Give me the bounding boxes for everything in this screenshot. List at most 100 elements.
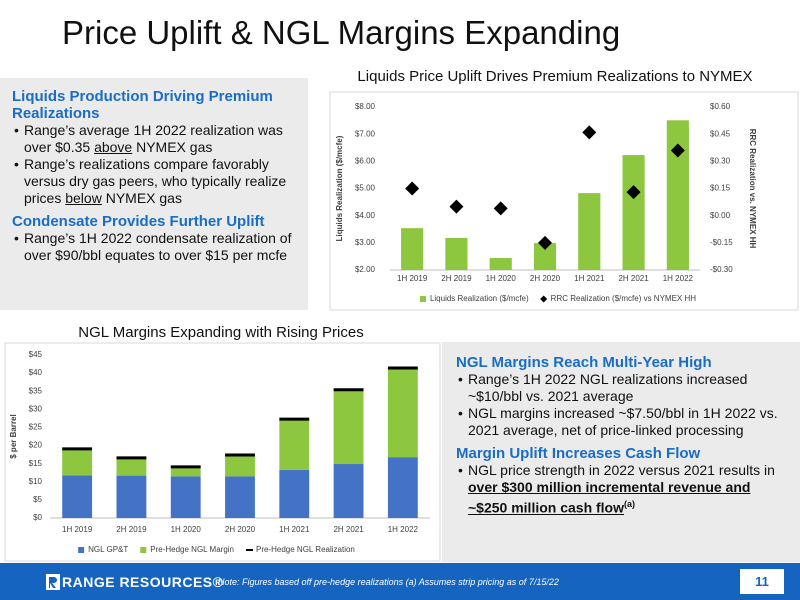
y2-axis-label: RRC Realization vs. NYMEX HH [748,129,757,249]
bullet-text: (a) [624,499,636,509]
legend-swatch [419,296,426,302]
bar [225,476,255,518]
x-tick-label: 2H 2020 [530,274,561,283]
legend-item: Pre-Hedge NGL Margin [140,545,234,554]
x-tick-label: 1H 2021 [279,525,310,534]
diamond-marker [582,125,597,140]
x-tick-label: 1H 2019 [397,274,428,283]
bar [387,457,418,518]
bullet-text: NGL price strength in 2022 versus 2021 r… [468,462,775,478]
bullet: Range’s 1H 2022 condensate realization o… [12,230,300,264]
logo-icon [46,574,60,590]
y2-tick-label: $0.30 [710,156,731,165]
y-tick-label: $15 [29,459,43,468]
bullet-text: Range’s realizations compare favorably v… [24,156,287,206]
panel-heading: Liquids Production Driving Premium Reali… [12,88,273,122]
footer: RANGE RESOURCES® Note: Figures based off… [0,563,800,600]
x-tick-label: 2H 2021 [618,274,649,283]
bullet-text: over $300 million incremental revenue an… [468,479,751,516]
y-axis-label: Liquids Realization ($/mcfe) [335,135,344,241]
bar [170,466,201,477]
legend-item: Liquids Realization ($/mcfe) [419,294,529,303]
slide-title: Price Uplift & NGL Margins Expanding [62,14,621,51]
legend-label: RRC Realization ($/mcfe) vs NYMEX HH [551,294,697,303]
y-tick-label: $0 [33,513,42,522]
x-tick-label: 1H 2021 [574,274,605,283]
bar [401,228,424,270]
legend-label: NGL GP&T [88,545,128,554]
bar [666,120,689,270]
panel-heading: Condensate Provides Further Uplift [12,213,265,230]
bullet-text: Range’s 1H 2022 condensate realization o… [24,230,292,263]
x-tick-label: 2H 2019 [441,274,472,283]
plot-frame [329,91,799,311]
y2-tick-label: $0.60 [710,102,731,111]
legend-label: Liquids Realization ($/mcfe) [430,294,529,303]
y-tick-label: $40 [29,368,43,377]
chart-title: NGL Margins Expanding with Rising Prices [78,324,363,341]
bar [279,469,310,518]
legend-swatch [140,547,147,553]
y-axis-label: $ per Barrel [9,414,18,458]
chart-ngl: NGL Margins Expanding with Rising Prices… [4,324,441,562]
bar [62,448,93,476]
bar [225,454,255,477]
bar [489,258,512,270]
y-tick-label: $5.00 [355,184,376,193]
y-tick-label: $20 [29,441,43,450]
bullet-text: NGL margins increased ~$7.50/bbl in 1H 2… [468,405,778,438]
bar [445,237,468,270]
bar [279,419,310,470]
legend-label: Pre-Hedge NGL Margin [150,545,234,554]
bullet-list: NGL price strength in 2022 versus 2021 r… [456,462,792,517]
legend-item: RRC Realization ($/mcfe) vs NYMEX HH [540,294,696,303]
bar [333,389,364,465]
diamond-marker [449,199,464,214]
legend-swatch [78,547,85,553]
y-tick-label: $6.00 [355,156,376,165]
chart-title: Liquids Price Uplift Drives Premium Real… [357,68,752,85]
y-tick-label: $45 [29,350,43,359]
legend-label: Pre-Hedge NGL Realization [256,545,355,554]
panel-heading: NGL Margins Reach Multi-Year High [456,354,712,371]
bar [387,368,418,458]
panel-heading: Margin Uplift Increases Cash Flow [456,445,701,462]
y-tick-label: $4.00 [355,211,376,220]
bar [116,457,147,476]
diamond-marker [405,181,420,196]
y-tick-label: $30 [29,404,43,413]
y2-tick-label: $0.00 [710,211,731,220]
bullet-list: Range’s 1H 2022 NGL realizations increas… [456,371,792,439]
right-panel: NGL Margins Reach Multi-Year HighRange’s… [442,342,800,562]
bullet: NGL margins increased ~$7.50/bbl in 1H 2… [456,405,792,439]
diamond-marker [538,235,552,250]
y-tick-label: $7.00 [355,129,376,138]
bar [622,155,645,270]
y2-tick-label: -$0.30 [710,265,733,274]
bar [578,193,601,270]
bar [116,475,147,518]
bar [62,475,93,518]
bar [170,476,201,518]
diamond-marker [493,201,508,216]
footnote: Note: Figures based off pre-hedge realiz… [218,577,559,587]
bullet-text: Range’s 1H 2022 NGL realizations increas… [468,371,748,404]
bullet-text: NYMEX gas [101,190,182,206]
bullet-text: Range’s average 1H 2022 realization was … [24,122,283,155]
x-tick-label: 1H 2020 [486,274,517,283]
bullet-text: above [94,139,133,155]
bullet: Range’s realizations compare favorably v… [12,156,300,207]
bullet-list: Range’s average 1H 2022 realization was … [12,122,300,207]
legend-item: Pre-Hedge NGL Realization [246,545,355,554]
bullet: Range’s 1H 2022 NGL realizations increas… [456,371,792,405]
bullet: Range’s average 1H 2022 realization was … [12,122,300,156]
y-tick-label: $35 [29,386,43,395]
y2-tick-label: -$0.15 [710,238,733,247]
x-tick-label: 2H 2020 [225,525,256,534]
bar [333,464,364,518]
x-tick-label: 1H 2022 [388,525,419,534]
y2-tick-label: $0.15 [710,184,731,193]
y-tick-label: $10 [29,477,43,486]
bullet-text: below [65,190,102,206]
